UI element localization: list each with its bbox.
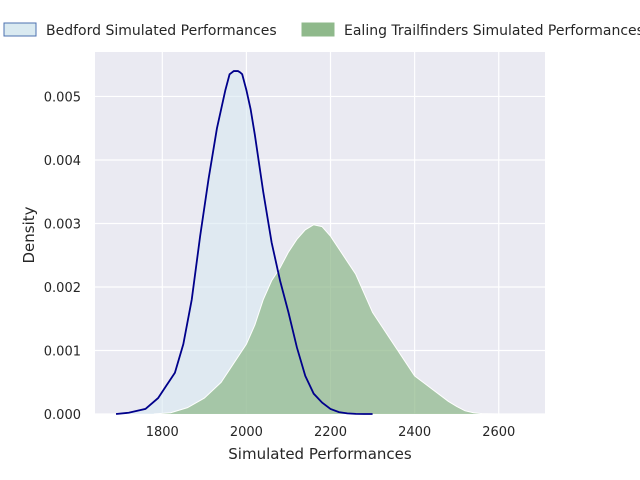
y-tick-label: 0.004 xyxy=(44,154,81,169)
x-tick-label: 2200 xyxy=(314,425,347,440)
x-tick-label: 1800 xyxy=(146,425,179,440)
y-tick-label: 0.003 xyxy=(44,217,81,232)
series-area-1 xyxy=(116,71,373,415)
y-tick-label: 0.002 xyxy=(44,281,81,296)
x-tick-label: 2000 xyxy=(230,425,263,440)
y-tick-label: 0.000 xyxy=(44,408,81,423)
x-axis-ticks: 1800 2000 2200 2400 2600 xyxy=(146,425,516,440)
x-tick-label: 2600 xyxy=(482,425,515,440)
x-tick-label: 2400 xyxy=(398,425,431,440)
y-tick-label: 0.005 xyxy=(44,90,81,105)
x-axis-label: Simulated Performances xyxy=(228,445,412,463)
legend-label-2: Ealing Trailfinders Simulated Performanc… xyxy=(344,23,640,39)
series-line-1 xyxy=(115,70,373,415)
y-axis-label: Density xyxy=(20,206,38,263)
series-layer xyxy=(115,70,537,415)
y-axis-ticks: 0.000 0.001 0.002 0.003 0.004 0.005 xyxy=(44,90,81,423)
series-area-2 xyxy=(153,224,537,414)
legend-label-1: Bedford Simulated Performances xyxy=(46,23,277,39)
y-tick-label: 0.001 xyxy=(44,344,81,359)
legend: Bedford Simulated Performances Ealing Tra… xyxy=(3,22,640,39)
legend-swatch-2 xyxy=(301,22,335,37)
legend-swatch-1 xyxy=(3,22,37,37)
series-line-2 xyxy=(153,224,537,415)
